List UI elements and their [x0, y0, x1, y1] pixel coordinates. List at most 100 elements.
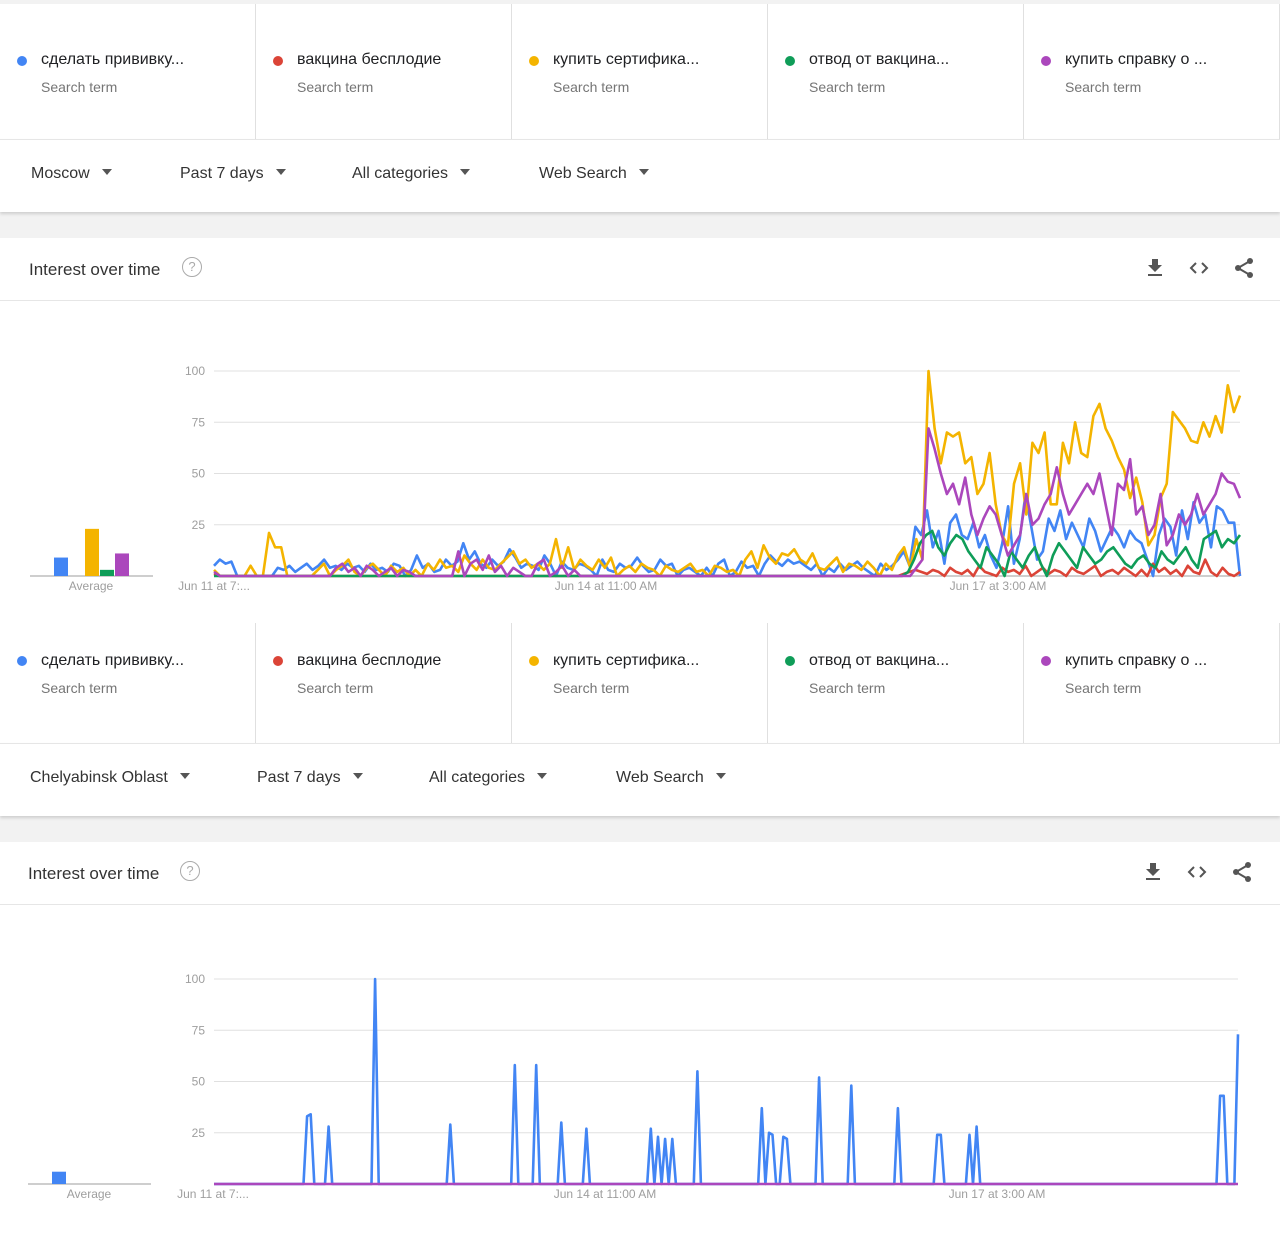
term-color-dot	[529, 656, 539, 666]
average-bar	[54, 557, 68, 576]
search-terms-bar: сделать прививку... Search term вакцина б…	[0, 4, 1280, 140]
term-type: Search term	[809, 680, 886, 696]
term-type: Search term	[41, 79, 118, 95]
time-range-dropdown[interactable]: Past 7 days	[257, 769, 363, 787]
term-color-dot	[785, 56, 795, 66]
average-bar	[85, 528, 99, 576]
interest-chart: 100 75 50 25 Jun 11 at 7:... Jun 14 at 11:00 …	[28, 972, 1240, 1201]
term-type: Search term	[41, 680, 118, 696]
download-icon[interactable]	[1143, 256, 1167, 280]
term-color-dot	[529, 56, 539, 66]
embed-code-icon[interactable]	[1185, 860, 1209, 884]
average-bar	[100, 569, 114, 576]
term-name: вакцина бесплодие	[297, 51, 442, 68]
term-name: отвод от вакцина...	[809, 51, 950, 68]
region-label: Moscow	[31, 165, 90, 182]
search-term-card[interactable]: сделать прививку... Search term	[0, 623, 256, 743]
x-tick-label: Jun 17 at 3:00 AM	[949, 1187, 1046, 1201]
x-tick-label: Jun 17 at 3:00 AM	[950, 579, 1047, 593]
term-name: сделать прививку...	[41, 652, 185, 669]
term-type: Search term	[1065, 680, 1142, 696]
term-type: Search term	[297, 79, 374, 95]
card-header: Interest over time ?	[0, 842, 1280, 905]
search-type-dropdown[interactable]: Web Search	[539, 165, 649, 183]
y-tick-label: 75	[192, 415, 206, 429]
share-icon[interactable]	[1230, 860, 1254, 884]
term-type: Search term	[1065, 79, 1142, 95]
filters-bar: Moscow Past 7 days All categories Web Se…	[0, 139, 1280, 212]
card-title: Interest over time	[29, 260, 161, 279]
category-label: All categories	[429, 769, 526, 786]
caret-down-icon	[715, 772, 726, 779]
category-dropdown[interactable]: All categories	[352, 165, 471, 183]
search-term-card[interactable]: купить сертифика... Search term	[511, 623, 768, 743]
y-tick-label: 100	[185, 364, 205, 378]
y-tick-label: 50	[192, 1075, 206, 1089]
time-range-label: Past 7 days	[257, 769, 341, 786]
term-color-dot	[17, 56, 27, 66]
term-type: Search term	[809, 79, 886, 95]
average-label: Average	[67, 1187, 112, 1201]
interest-over-time-card: Interest over time ? 100 75 50 25 Jun 11 at …	[0, 238, 1280, 623]
search-term-card[interactable]: отвод от вакцина... Search term	[767, 623, 1024, 743]
region-dropdown[interactable]: Chelyabinsk Oblast	[30, 769, 190, 787]
region-label: Chelyabinsk Oblast	[30, 769, 168, 786]
interest-chart: 100 75 50 25 Jun 11 at 7:... Jun 14 at 11:00 …	[30, 364, 1242, 593]
series-line	[213, 427, 1242, 578]
caret-down-icon	[179, 772, 190, 779]
search-term-card[interactable]: вакцина бесплодие Search term	[255, 4, 512, 140]
time-range-dropdown[interactable]: Past 7 days	[180, 165, 286, 183]
y-tick-label: 25	[192, 518, 206, 532]
share-icon[interactable]	[1232, 256, 1256, 280]
region-dropdown[interactable]: Moscow	[31, 165, 112, 183]
search-type-label: Web Search	[616, 769, 704, 786]
category-label: All categories	[352, 165, 449, 182]
help-icon[interactable]: ?	[182, 257, 202, 277]
embed-code-icon[interactable]	[1187, 256, 1211, 280]
term-name: сделать прививку...	[41, 51, 185, 68]
term-name: купить справку о ...	[1065, 51, 1208, 68]
caret-down-icon	[352, 772, 363, 779]
term-name: отвод от вакцина...	[809, 652, 950, 669]
category-dropdown[interactable]: All categories	[429, 769, 548, 787]
term-color-dot	[785, 656, 795, 666]
term-color-dot	[17, 656, 27, 666]
y-tick-label: 25	[192, 1126, 206, 1140]
caret-down-icon	[460, 168, 471, 175]
search-term-card[interactable]: купить справку о ... Search term	[1023, 4, 1280, 140]
help-icon[interactable]: ?	[180, 861, 200, 881]
term-type: Search term	[297, 680, 374, 696]
time-range-label: Past 7 days	[180, 165, 264, 182]
term-name: вакцина бесплодие	[297, 652, 442, 669]
x-tick-label: Jun 11 at 7:...	[178, 579, 250, 593]
search-term-card[interactable]: купить справку о ... Search term	[1023, 623, 1280, 743]
caret-down-icon	[537, 772, 548, 779]
average-bar	[52, 1171, 66, 1184]
term-type: Search term	[553, 680, 630, 696]
average-bar	[115, 553, 129, 576]
y-tick-label: 50	[192, 467, 206, 481]
term-color-dot	[1041, 656, 1051, 666]
search-terms-bar: сделать прививку... Search term вакцина б…	[0, 623, 1280, 743]
x-tick-label: Jun 11 at 7:...	[177, 1187, 249, 1201]
search-type-label: Web Search	[539, 165, 627, 182]
search-term-card[interactable]: вакцина бесплодие Search term	[255, 623, 512, 743]
search-term-card[interactable]: отвод от вакцина... Search term	[767, 4, 1024, 140]
search-term-card[interactable]: купить сертифика... Search term	[511, 4, 768, 140]
average-label: Average	[69, 579, 114, 593]
term-type: Search term	[553, 79, 630, 95]
term-name: купить справку о ...	[1065, 652, 1208, 669]
term-name: купить сертифика...	[553, 652, 700, 669]
caret-down-icon	[275, 168, 286, 175]
download-icon[interactable]	[1141, 860, 1165, 884]
card-header: Interest over time ?	[0, 238, 1280, 301]
search-term-card[interactable]: сделать прививку... Search term	[0, 4, 256, 140]
x-tick-label: Jun 14 at 11:00 AM	[555, 579, 658, 593]
term-color-dot	[1041, 56, 1051, 66]
y-tick-label: 75	[192, 1023, 206, 1037]
interest-over-time-card: Interest over time ? 100 75 50 25 Jun 11 at …	[0, 842, 1280, 1237]
filters-bar: Chelyabinsk Oblast Past 7 days All categ…	[0, 743, 1280, 816]
search-type-dropdown[interactable]: Web Search	[616, 769, 726, 787]
card-title: Interest over time	[28, 864, 160, 883]
caret-down-icon	[101, 168, 112, 175]
